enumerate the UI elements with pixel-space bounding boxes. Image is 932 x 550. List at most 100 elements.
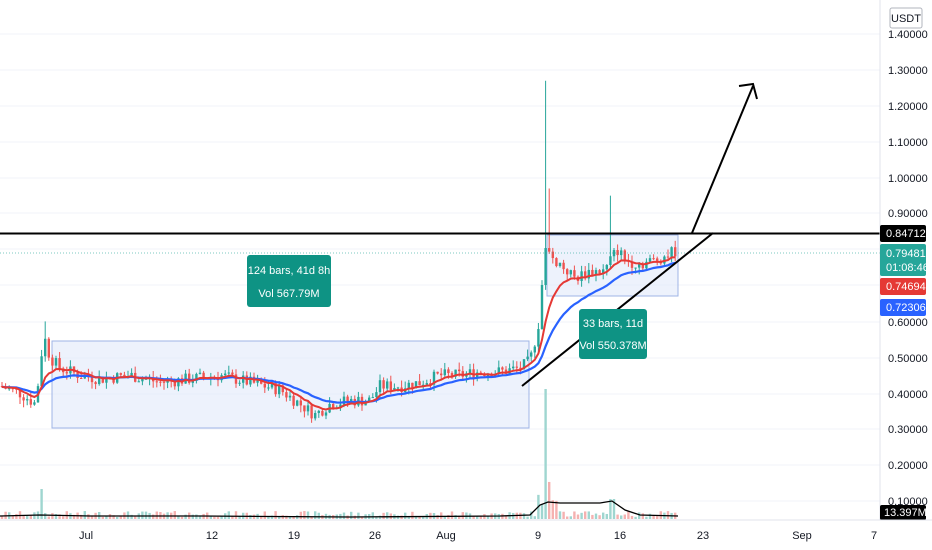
candle-body: [285, 392, 288, 398]
volume-bar: [418, 516, 421, 519]
candle-body: [234, 374, 238, 384]
volume-bar: [476, 516, 479, 519]
range1-stats[interactable]: 124 bars, 41d 8h Vol 567.79M: [247, 255, 331, 307]
volume-bar: [112, 515, 115, 519]
candle-body: [555, 258, 558, 267]
projection-arrow-line[interactable]: [691, 85, 754, 234]
candle-body: [648, 258, 652, 262]
candle-body: [90, 377, 94, 383]
volume-bar: [548, 481, 551, 519]
volume-bar: [238, 516, 241, 519]
ema-slow-price-tag[interactable]: 0.72306: [880, 299, 926, 316]
time-axis[interactable]: Jul 12 19 26 Aug 9 16 23 Sep 7: [79, 530, 877, 542]
candle-body: [47, 338, 50, 358]
volume-bar: [105, 516, 108, 519]
candle-body: [292, 395, 295, 406]
candle-body: [533, 346, 536, 353]
candle-body: [562, 262, 565, 270]
volume-bar: [407, 516, 410, 519]
candle-body: [580, 271, 583, 282]
volume-bar: [260, 516, 263, 519]
volume-bar: [220, 515, 223, 519]
candle-body: [645, 261, 648, 269]
volume-bar: [555, 500, 558, 519]
ema-slow-price-text: 0.72306: [886, 302, 926, 314]
candle-body: [652, 258, 655, 260]
volume-bar: [15, 514, 18, 519]
candle-body: [33, 402, 36, 405]
volume-bar: [652, 515, 655, 519]
candle-body: [159, 381, 162, 383]
candle-body: [155, 381, 158, 383]
volume-bar: [350, 511, 353, 519]
currency-badge[interactable]: [889, 7, 923, 29]
candle-body: [422, 384, 425, 386]
volume-bar: [382, 512, 385, 519]
volume-bar: [209, 516, 212, 519]
volume-bar: [299, 511, 302, 519]
volume-bar: [54, 514, 58, 519]
volume-bar: [314, 511, 317, 519]
candle-body: [8, 388, 11, 390]
candle-body: [346, 396, 349, 402]
candle-body: [432, 371, 436, 385]
candle-body: [177, 378, 180, 387]
candle-body: [638, 264, 641, 268]
candle-body: [288, 395, 292, 398]
volume-bar: [666, 511, 670, 519]
volume-bar: [458, 515, 461, 519]
candle-body: [54, 358, 58, 366]
candle-body: [65, 372, 68, 374]
ema-fast-price-tag[interactable]: 0.74694: [880, 278, 926, 295]
volume-bar: [648, 513, 652, 519]
volume-bar: [404, 512, 407, 519]
volume-bar: [562, 511, 565, 519]
resistance-price-tag[interactable]: 0.84712: [880, 225, 926, 242]
x-tick-label: Jul: [79, 530, 93, 542]
volume-bar: [51, 513, 54, 519]
candle-body: [501, 367, 504, 370]
candle-body: [468, 369, 472, 374]
candle-body: [0, 386, 4, 388]
candle-body: [350, 398, 353, 402]
candle-body: [112, 377, 115, 383]
volume-bar: [504, 516, 508, 519]
volume-bar: [371, 512, 374, 519]
last-price-tag[interactable]: 0.79481 01:08:46: [880, 244, 929, 276]
candle-body: [440, 373, 443, 376]
candle-body: [530, 352, 533, 357]
volume-text: 13.397M: [884, 507, 927, 519]
volume-bar: [0, 515, 4, 519]
candle-body: [641, 264, 644, 269]
y-tick-label: 0.30000: [888, 424, 928, 436]
candle-body: [278, 385, 281, 395]
candle-body: [609, 256, 612, 265]
candle-body: [573, 270, 576, 277]
consolidation-range-box[interactable]: [51, 340, 530, 429]
y-tick-label: 0.60000: [888, 317, 928, 329]
candle-body: [522, 359, 526, 370]
x-tick-label: 23: [697, 530, 709, 542]
volume-bar: [591, 514, 594, 519]
volume-bar: [263, 511, 266, 519]
y-tick-label: 1.40000: [888, 29, 928, 41]
candle-body: [296, 400, 299, 406]
volume-bar: [40, 489, 43, 519]
volume-bar: [180, 516, 184, 519]
volume-bar: [141, 511, 144, 519]
volume-bar: [134, 516, 137, 519]
candle-body: [605, 264, 608, 270]
volume-bar: [47, 516, 50, 519]
y-tick-label: 1.30000: [888, 65, 928, 77]
volume-bar: [638, 512, 641, 519]
candle-body: [537, 329, 540, 347]
y-tick-label: 1.00000: [888, 173, 928, 185]
candle-body: [382, 380, 385, 389]
range2-stats[interactable]: 33 bars, 11d Vol 550.378M: [579, 309, 647, 359]
candle-body: [11, 388, 14, 390]
volume-bar: [634, 516, 637, 519]
volume-tag[interactable]: 13.397M: [880, 505, 927, 520]
volume-bar: [310, 516, 313, 519]
